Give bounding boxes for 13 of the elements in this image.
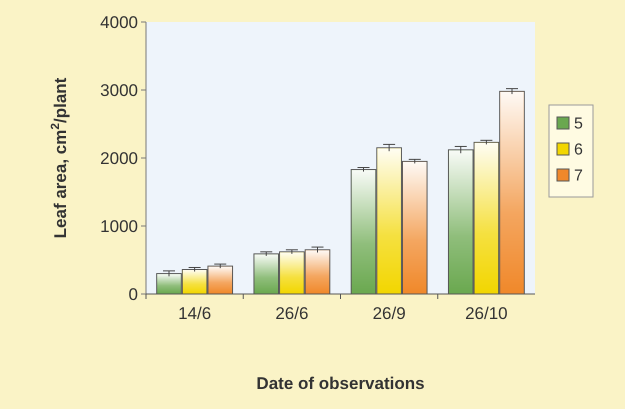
x-axis-title: Date of observations [256,374,425,393]
x-tick-label: 26/9 [372,304,406,323]
legend-label: 5 [574,116,583,133]
legend-label: 7 [574,168,583,185]
y-tick-label: 3000 [100,80,138,100]
x-tick-label: 14/6 [178,304,212,323]
y-tick-label: 1000 [100,216,138,236]
y-tick-label: 4000 [100,12,138,32]
x-tick-label: 26/6 [275,304,308,323]
x-tick-label: 26/10 [465,304,508,323]
legend-label: 6 [574,142,583,159]
y-tick-label: 2000 [100,148,138,168]
y-tick-label: 0 [128,284,138,304]
